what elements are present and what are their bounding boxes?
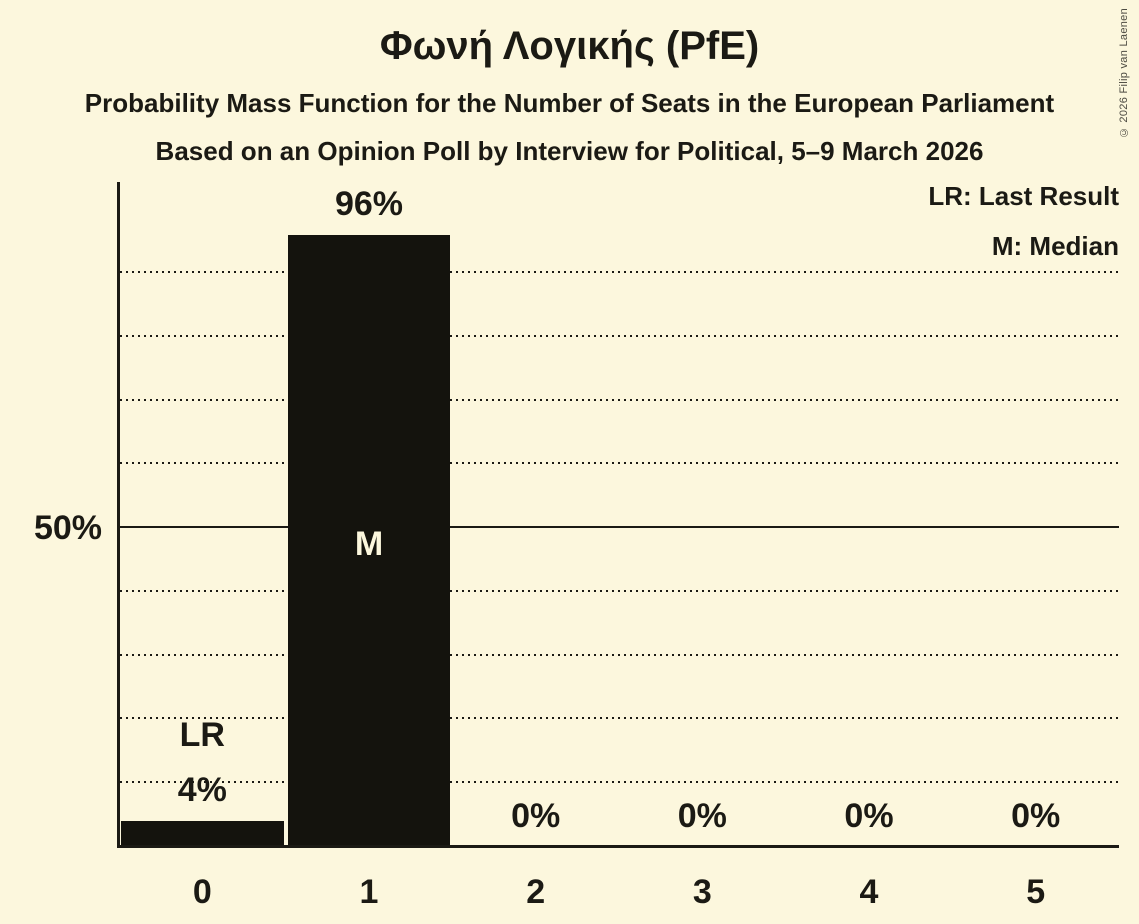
median-marker: M	[354, 524, 384, 563]
x-axis-label-2: 2	[526, 873, 546, 911]
gridline-60pct	[120, 462, 1119, 465]
x-axis-label-4: 4	[859, 873, 879, 911]
subtitle-line2: Based on an Opinion Poll by Interview fo…	[155, 136, 984, 166]
x-axis-label-0: 0	[192, 873, 212, 911]
bar-value-label-1: 96%	[334, 184, 404, 223]
x-axis-label-5: 5	[1026, 873, 1046, 911]
x-axis-line	[117, 845, 1119, 848]
bar-value-label-2: 0%	[511, 797, 561, 835]
gridline-90pct	[120, 271, 1119, 274]
bar-seats-0	[121, 821, 284, 847]
legend-last-result: LR: Last Result	[928, 181, 1119, 211]
subtitle-line1: Probability Mass Function for the Number…	[84, 88, 1055, 118]
gridline-10pct	[120, 781, 1119, 784]
gridline-20pct	[120, 717, 1119, 720]
page-title: Φωνή Λογικής (PfE)	[379, 24, 760, 68]
bar-value-label-5: 0%	[1011, 797, 1061, 835]
x-axis-label-3: 3	[692, 873, 712, 911]
gridline-40pct	[120, 589, 1119, 592]
bar-seats-1	[287, 234, 451, 847]
bar-value-label-4: 0%	[844, 797, 894, 835]
gridline-80pct	[120, 334, 1119, 337]
y-axis-line	[117, 182, 120, 848]
bar-value-label-0: 4%	[177, 771, 227, 810]
y-axis-tick-label: 50%	[33, 509, 102, 547]
gridline-30pct	[120, 653, 1119, 656]
bar-value-label-3: 0%	[677, 797, 727, 835]
x-axis-label-1: 1	[359, 873, 379, 911]
legend-median: M: Median	[991, 231, 1119, 261]
last-result-marker: LR	[179, 716, 225, 755]
gridline-70pct	[120, 398, 1119, 401]
gridline-50pct	[120, 526, 1119, 529]
